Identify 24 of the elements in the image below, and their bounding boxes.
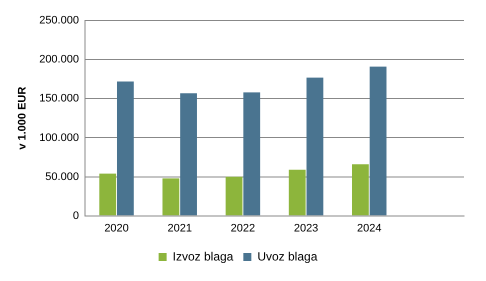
- bar: [288, 170, 306, 216]
- bar: [162, 178, 180, 216]
- y-tick-label: 150.000: [39, 92, 79, 105]
- bar: [226, 176, 242, 216]
- x-tick-label: 2022: [230, 222, 256, 234]
- bar: [99, 174, 116, 216]
- bar: [180, 93, 197, 216]
- y-tick-label: 50.000: [45, 170, 79, 183]
- bar: [352, 164, 369, 216]
- bar: [243, 92, 260, 216]
- y-tick-label: 200.000: [39, 54, 79, 66]
- y-tick-label: 0: [72, 210, 79, 222]
- legend-label: Uvoz blaga: [257, 249, 318, 264]
- y-tick-label: 250.000: [39, 14, 79, 27]
- bar: [370, 66, 386, 216]
- y-axis-title: v 1.000 EUR: [16, 86, 29, 150]
- x-tick-label: 2020: [104, 222, 129, 234]
- y-tick-label: 100.000: [39, 132, 79, 144]
- x-tick-label: 2024: [357, 222, 382, 234]
- bar: [306, 78, 324, 216]
- x-tick-label: 2021: [167, 222, 192, 234]
- bar: [116, 82, 134, 216]
- legend-label: Izvoz blaga: [172, 249, 234, 264]
- x-tick-label: 2023: [294, 222, 318, 234]
